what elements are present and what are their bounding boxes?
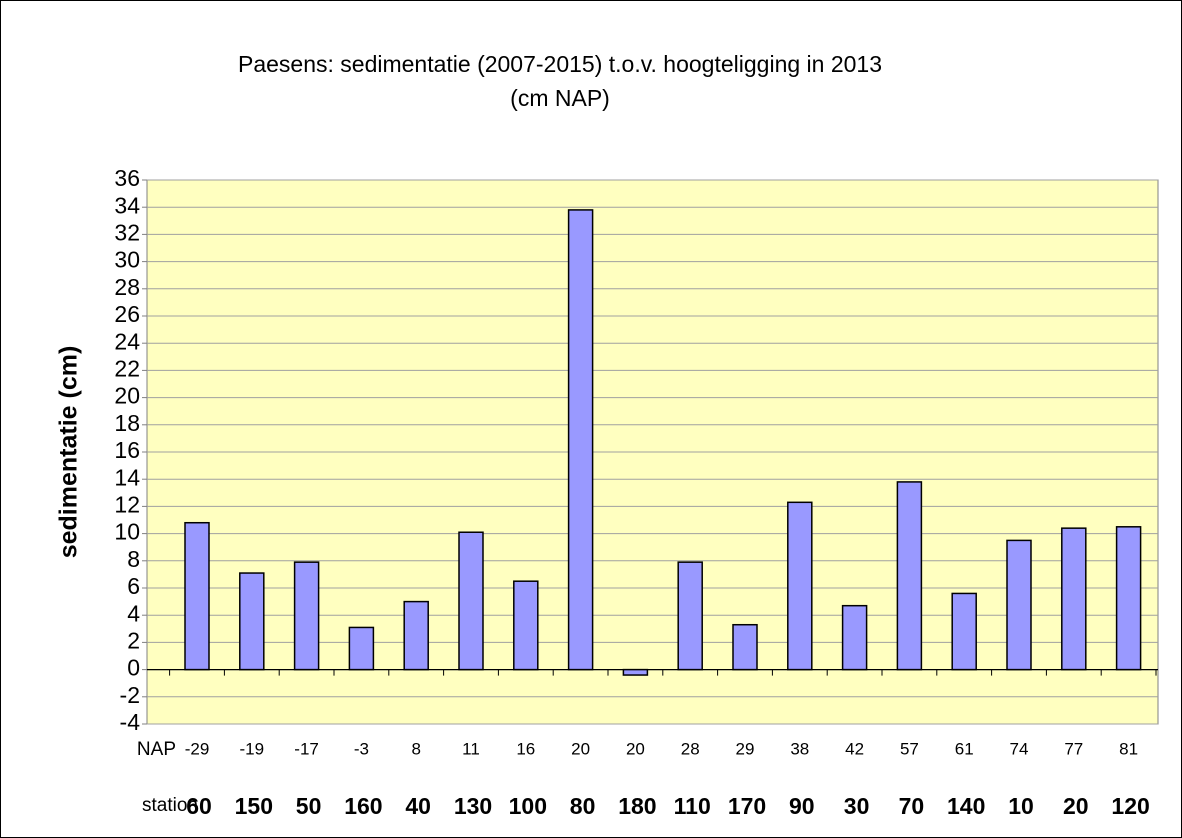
station-number: 40 [405, 793, 431, 819]
bar [677, 561, 703, 671]
y-tick-label: 14 [114, 464, 140, 490]
x-tick-label: 42 [845, 739, 864, 758]
x-tick-label: 74 [1010, 739, 1029, 758]
x-tick-label: 77 [1064, 739, 1083, 758]
station-number: 20 [1063, 793, 1089, 819]
y-tick-label: 0 [127, 655, 140, 681]
station-number: 60 [186, 793, 212, 819]
bar [458, 531, 484, 671]
x-tick-label: 61 [955, 739, 974, 758]
bar [841, 604, 868, 671]
y-tick-label: 12 [114, 491, 140, 517]
x-tick-label: 20 [626, 739, 645, 758]
station-number: 70 [899, 793, 925, 819]
y-axis-label: sedimentatie (cm) [55, 346, 83, 559]
chart-title: Paesens: sedimentatie (2007-2015) t.o.v.… [238, 51, 882, 77]
bar [293, 561, 320, 671]
station-number: 150 [235, 793, 273, 819]
bar [513, 580, 539, 671]
x-tick-label: 20 [571, 739, 590, 758]
bar [567, 209, 594, 671]
y-tick-label: 8 [127, 546, 140, 572]
chart-subtitle: (cm NAP) [510, 85, 610, 111]
x-tick-label: -3 [354, 739, 369, 758]
y-tick-label: 2 [127, 627, 140, 653]
station-label: station [142, 795, 198, 816]
y-tick-label: -2 [120, 682, 140, 708]
bar [403, 600, 429, 671]
x-tick-label: 8 [411, 739, 420, 758]
bar [787, 501, 813, 671]
station-number: 30 [844, 793, 870, 819]
y-tick-label: 16 [114, 437, 140, 463]
station-number: 10 [1008, 793, 1034, 819]
y-tick-label: 6 [127, 573, 140, 599]
x-tick-label: 81 [1119, 739, 1138, 758]
bar [239, 572, 265, 671]
y-tick-label: 18 [114, 410, 140, 436]
bar [732, 623, 758, 671]
station-number: 140 [947, 793, 985, 819]
x-tick-label: -29 [185, 739, 210, 758]
bar [896, 481, 923, 671]
bar [622, 668, 649, 676]
bar [1061, 527, 1087, 671]
bar [1115, 526, 1142, 671]
x-tick-label: 11 [462, 739, 480, 758]
station-number: 80 [570, 793, 596, 819]
station-number: 180 [618, 793, 656, 819]
station-number: 130 [454, 793, 492, 819]
bar [1006, 539, 1032, 671]
y-tick-label: 36 [114, 165, 140, 191]
x-tick-label: 29 [736, 739, 755, 758]
x-tick-label: 38 [790, 739, 809, 758]
station-number: 100 [509, 793, 547, 819]
x-tick-label: -19 [240, 739, 265, 758]
y-tick-label: 26 [114, 301, 140, 327]
x-tick-label: 57 [900, 739, 919, 758]
y-tick-label: 28 [114, 274, 140, 300]
station-number: 120 [1111, 793, 1149, 819]
y-tick-label: 24 [114, 328, 140, 354]
station-number: 90 [789, 793, 815, 819]
y-tick-label: 34 [114, 192, 140, 218]
bar [951, 592, 977, 671]
x-tick-label: 28 [681, 739, 700, 758]
y-tick-label: 20 [114, 383, 140, 409]
y-tick-label: 30 [114, 247, 140, 273]
x-tick-label: -17 [294, 739, 319, 758]
category-axis-label: NAP [137, 739, 176, 760]
y-tick-label: -4 [120, 709, 141, 735]
x-tick-label: 16 [516, 739, 535, 758]
station-number: 160 [344, 793, 382, 819]
station-number: 170 [728, 793, 766, 819]
y-tick-label: 22 [114, 355, 140, 381]
station-number: 110 [674, 793, 711, 819]
y-tick-label: 10 [114, 519, 140, 545]
bar [348, 626, 375, 671]
station-number: 50 [296, 793, 322, 819]
y-tick-label: 4 [127, 600, 140, 626]
bar [184, 521, 210, 671]
y-tick-label: 32 [114, 219, 140, 245]
